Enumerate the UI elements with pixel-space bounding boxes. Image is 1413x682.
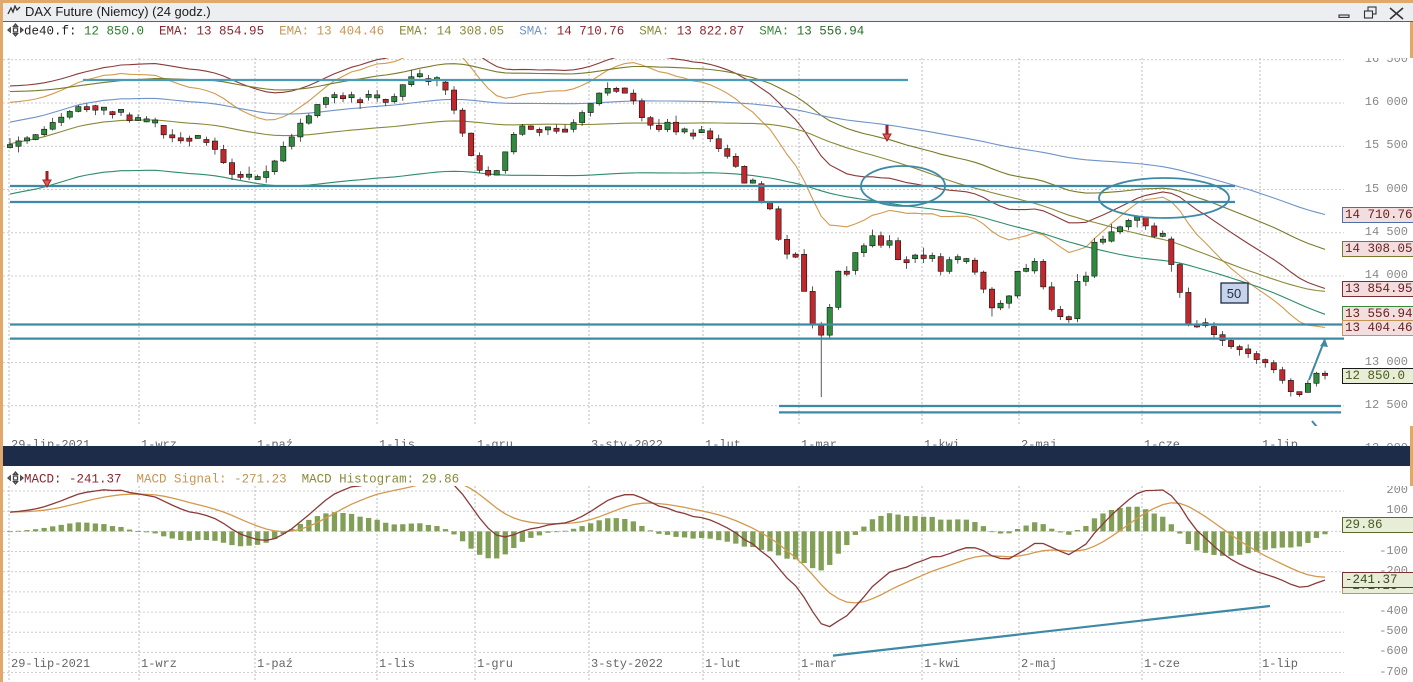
svg-text:50: 50 [1227,286,1241,301]
